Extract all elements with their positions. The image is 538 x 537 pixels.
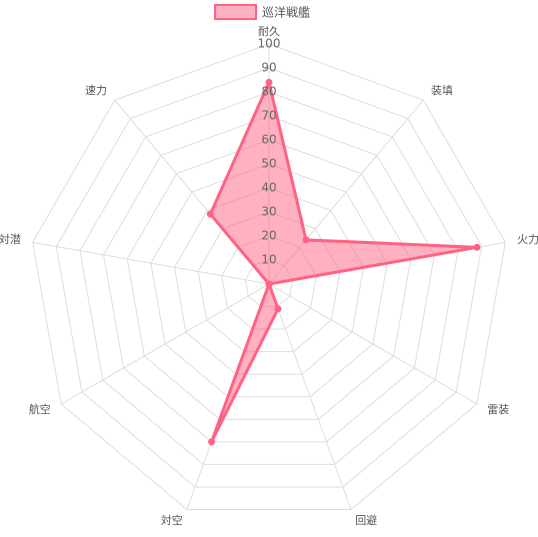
radar-point [265, 78, 273, 86]
grid-line [55, 67, 483, 488]
grid-line [150, 163, 388, 398]
plot [206, 77, 481, 446]
legend-swatch[interactable] [214, 4, 257, 20]
axis-label: 回避 [355, 513, 377, 527]
radar-point [302, 236, 310, 244]
r-tick-label: 100 [258, 37, 281, 51]
r-tick-label: 10 [261, 253, 276, 267]
axis-label: 対空 [161, 513, 183, 527]
axis-label: 航空 [29, 402, 51, 416]
axis-label: 装填 [431, 83, 453, 97]
angle-line [60, 283, 270, 405]
r-tick-label: 70 [261, 109, 276, 123]
r-tick-label: 50 [261, 157, 276, 171]
grid-line [126, 139, 412, 420]
axis-label: 対潜 [0, 232, 21, 246]
r-tick-label: 30 [261, 205, 276, 219]
angle-line [268, 283, 478, 405]
grid-line [173, 187, 365, 375]
radar-point [473, 243, 481, 251]
r-tick-label: 80 [261, 85, 276, 99]
r-tick-label: 60 [261, 133, 276, 147]
angle-line [268, 283, 352, 510]
grid-line [103, 115, 435, 443]
radar-point [208, 438, 216, 446]
grid-line [32, 43, 506, 511]
legend-label[interactable]: 巡洋戦艦 [262, 5, 310, 20]
radar-point [265, 280, 273, 288]
r-tick-label: 90 [261, 61, 276, 75]
r-tick-label: 20 [261, 229, 276, 243]
axis-label: 火力 [517, 233, 538, 246]
r-tick-label: 40 [261, 181, 276, 195]
angle-line [32, 241, 270, 285]
axis-label: 耐久 [258, 25, 280, 38]
axis-label: 雷装 [487, 403, 509, 416]
radar-point [274, 305, 282, 313]
radar-point [206, 210, 214, 218]
radar-area [208, 77, 478, 443]
grid-line [79, 91, 459, 465]
axis-label: 速力 [85, 84, 107, 97]
